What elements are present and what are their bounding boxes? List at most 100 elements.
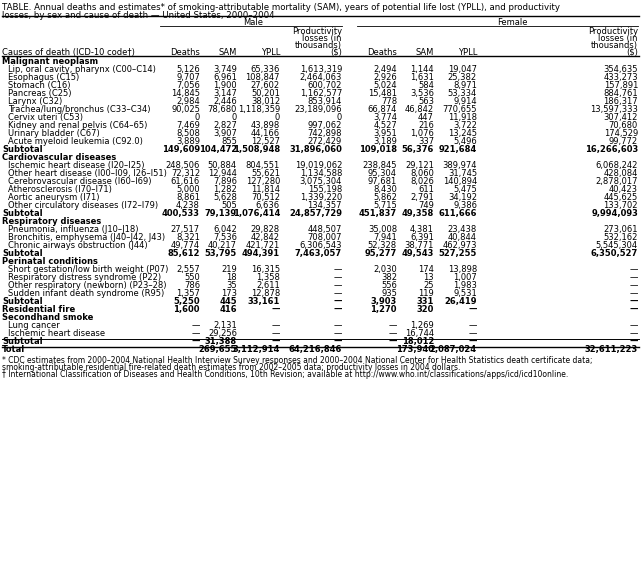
Text: —: — [272, 337, 280, 346]
Text: losses (in: losses (in [599, 34, 638, 43]
Text: 174,529: 174,529 [604, 129, 638, 138]
Text: 2,984: 2,984 [176, 97, 200, 106]
Text: Subtotal: Subtotal [2, 297, 42, 306]
Text: 462,973: 462,973 [442, 241, 477, 250]
Text: 8,430: 8,430 [373, 185, 397, 194]
Text: 2,494: 2,494 [373, 65, 397, 74]
Text: 853,914: 853,914 [308, 97, 342, 106]
Text: 16,315: 16,315 [251, 265, 280, 274]
Text: 556: 556 [381, 281, 397, 290]
Text: 786: 786 [184, 281, 200, 290]
Text: 778: 778 [381, 97, 397, 106]
Text: 451,837: 451,837 [359, 209, 397, 218]
Text: 9,531: 9,531 [453, 289, 477, 298]
Text: Lip, oral cavity, pharynx (C00–C14): Lip, oral cavity, pharynx (C00–C14) [8, 65, 156, 74]
Text: 3,889: 3,889 [176, 137, 200, 146]
Text: 90,025: 90,025 [171, 105, 200, 114]
Text: 3,951: 3,951 [373, 129, 397, 138]
Text: Other respiratory (newborn) (P23–28): Other respiratory (newborn) (P23–28) [8, 281, 167, 290]
Text: 134,357: 134,357 [308, 201, 342, 210]
Text: —: — [469, 321, 477, 330]
Text: —: — [333, 281, 342, 290]
Text: Secondhand smoke: Secondhand smoke [2, 313, 94, 322]
Text: Larynx (C32): Larynx (C32) [8, 97, 62, 106]
Text: 494,391: 494,391 [242, 249, 280, 258]
Text: 584: 584 [418, 81, 434, 90]
Text: 505: 505 [221, 201, 237, 210]
Text: 2,464,063: 2,464,063 [299, 73, 342, 82]
Text: 272,429: 272,429 [308, 137, 342, 146]
Text: 2,131: 2,131 [213, 321, 237, 330]
Text: 40,423: 40,423 [609, 185, 638, 194]
Text: 3,749: 3,749 [213, 65, 237, 74]
Text: Respiratory diseases: Respiratory diseases [2, 217, 101, 226]
Text: 55,621: 55,621 [251, 169, 280, 178]
Text: 16,744: 16,744 [405, 329, 434, 338]
Text: 2,030: 2,030 [373, 265, 397, 274]
Text: 29,256: 29,256 [208, 329, 237, 338]
Text: 2,878,017: 2,878,017 [595, 177, 638, 186]
Text: 155,198: 155,198 [308, 185, 342, 194]
Text: 23,438: 23,438 [448, 225, 477, 234]
Text: 421,721: 421,721 [246, 241, 280, 250]
Text: † International Classification of Diseases and Health Conditions, 10th Revision;: † International Classification of Diseas… [2, 370, 569, 379]
Text: 8,060: 8,060 [410, 169, 434, 178]
Text: TABLE. Annual deaths and estimates* of smoking-attributable mortality (SAM), yea: TABLE. Annual deaths and estimates* of s… [2, 3, 560, 12]
Text: —: — [192, 337, 200, 346]
Text: 7,469: 7,469 [176, 121, 200, 130]
Text: 7,941: 7,941 [373, 233, 397, 242]
Text: 2,087,024: 2,087,024 [430, 345, 477, 354]
Text: 269,655: 269,655 [199, 345, 237, 354]
Text: Female: Female [497, 18, 528, 27]
Text: 5,024: 5,024 [373, 81, 397, 90]
Text: 49,543: 49,543 [402, 249, 434, 258]
Text: 12,527: 12,527 [251, 137, 280, 146]
Text: Chronic airways obstruction (J44): Chronic airways obstruction (J44) [8, 241, 147, 250]
Text: 307,412: 307,412 [604, 113, 638, 122]
Text: 749: 749 [418, 201, 434, 210]
Text: * CDC estimates from 2000–2004 National Health Interview Survey responses and 20: * CDC estimates from 2000–2004 National … [2, 356, 592, 365]
Text: 43,898: 43,898 [251, 121, 280, 130]
Text: 742,898: 742,898 [308, 129, 342, 138]
Text: —: — [629, 289, 638, 298]
Text: Bronchitis, emphysema (J40–J42, J43): Bronchitis, emphysema (J40–J42, J43) [8, 233, 165, 242]
Text: 99,772: 99,772 [609, 137, 638, 146]
Text: 157,891: 157,891 [604, 81, 638, 90]
Text: Deaths: Deaths [367, 48, 397, 57]
Text: 770,655: 770,655 [442, 105, 477, 114]
Text: Deaths: Deaths [170, 48, 200, 57]
Text: 109,018: 109,018 [359, 145, 397, 154]
Text: 95,304: 95,304 [368, 169, 397, 178]
Text: 65,336: 65,336 [251, 65, 280, 74]
Text: 52,328: 52,328 [368, 241, 397, 250]
Text: 1,613,319: 1,613,319 [299, 65, 342, 74]
Text: 149,609: 149,609 [162, 145, 200, 154]
Text: 31,745: 31,745 [448, 169, 477, 178]
Text: 8,508: 8,508 [176, 129, 200, 138]
Text: 32,611,223: 32,611,223 [585, 345, 638, 354]
Text: 5,250: 5,250 [173, 297, 200, 306]
Text: Cervix uteri (C53): Cervix uteri (C53) [8, 113, 83, 122]
Text: 445,625: 445,625 [604, 193, 638, 202]
Text: —: — [333, 329, 342, 338]
Text: 3,189: 3,189 [373, 137, 397, 146]
Text: —: — [388, 321, 397, 330]
Text: 38,012: 38,012 [251, 97, 280, 106]
Text: Pneumonia, influenza (J10–J18): Pneumonia, influenza (J10–J18) [8, 225, 138, 234]
Text: Cardiovascular diseases: Cardiovascular diseases [2, 153, 116, 162]
Text: 532,162: 532,162 [604, 233, 638, 242]
Text: 11,814: 11,814 [251, 185, 280, 194]
Text: 921,684: 921,684 [438, 145, 477, 154]
Text: 219: 219 [221, 265, 237, 274]
Text: 50,201: 50,201 [251, 89, 280, 98]
Text: 238,845: 238,845 [363, 161, 397, 170]
Text: Urinary bladder (C67): Urinary bladder (C67) [8, 129, 100, 138]
Text: —: — [629, 337, 638, 346]
Text: —: — [272, 329, 280, 338]
Text: 46,842: 46,842 [405, 105, 434, 114]
Text: 23,189,096: 23,189,096 [294, 105, 342, 114]
Text: Cerebrovascular disease (I60–I69): Cerebrovascular disease (I60–I69) [8, 177, 151, 186]
Text: ($): ($) [330, 48, 342, 57]
Text: 2,557: 2,557 [176, 265, 200, 274]
Text: 8,861: 8,861 [176, 193, 200, 202]
